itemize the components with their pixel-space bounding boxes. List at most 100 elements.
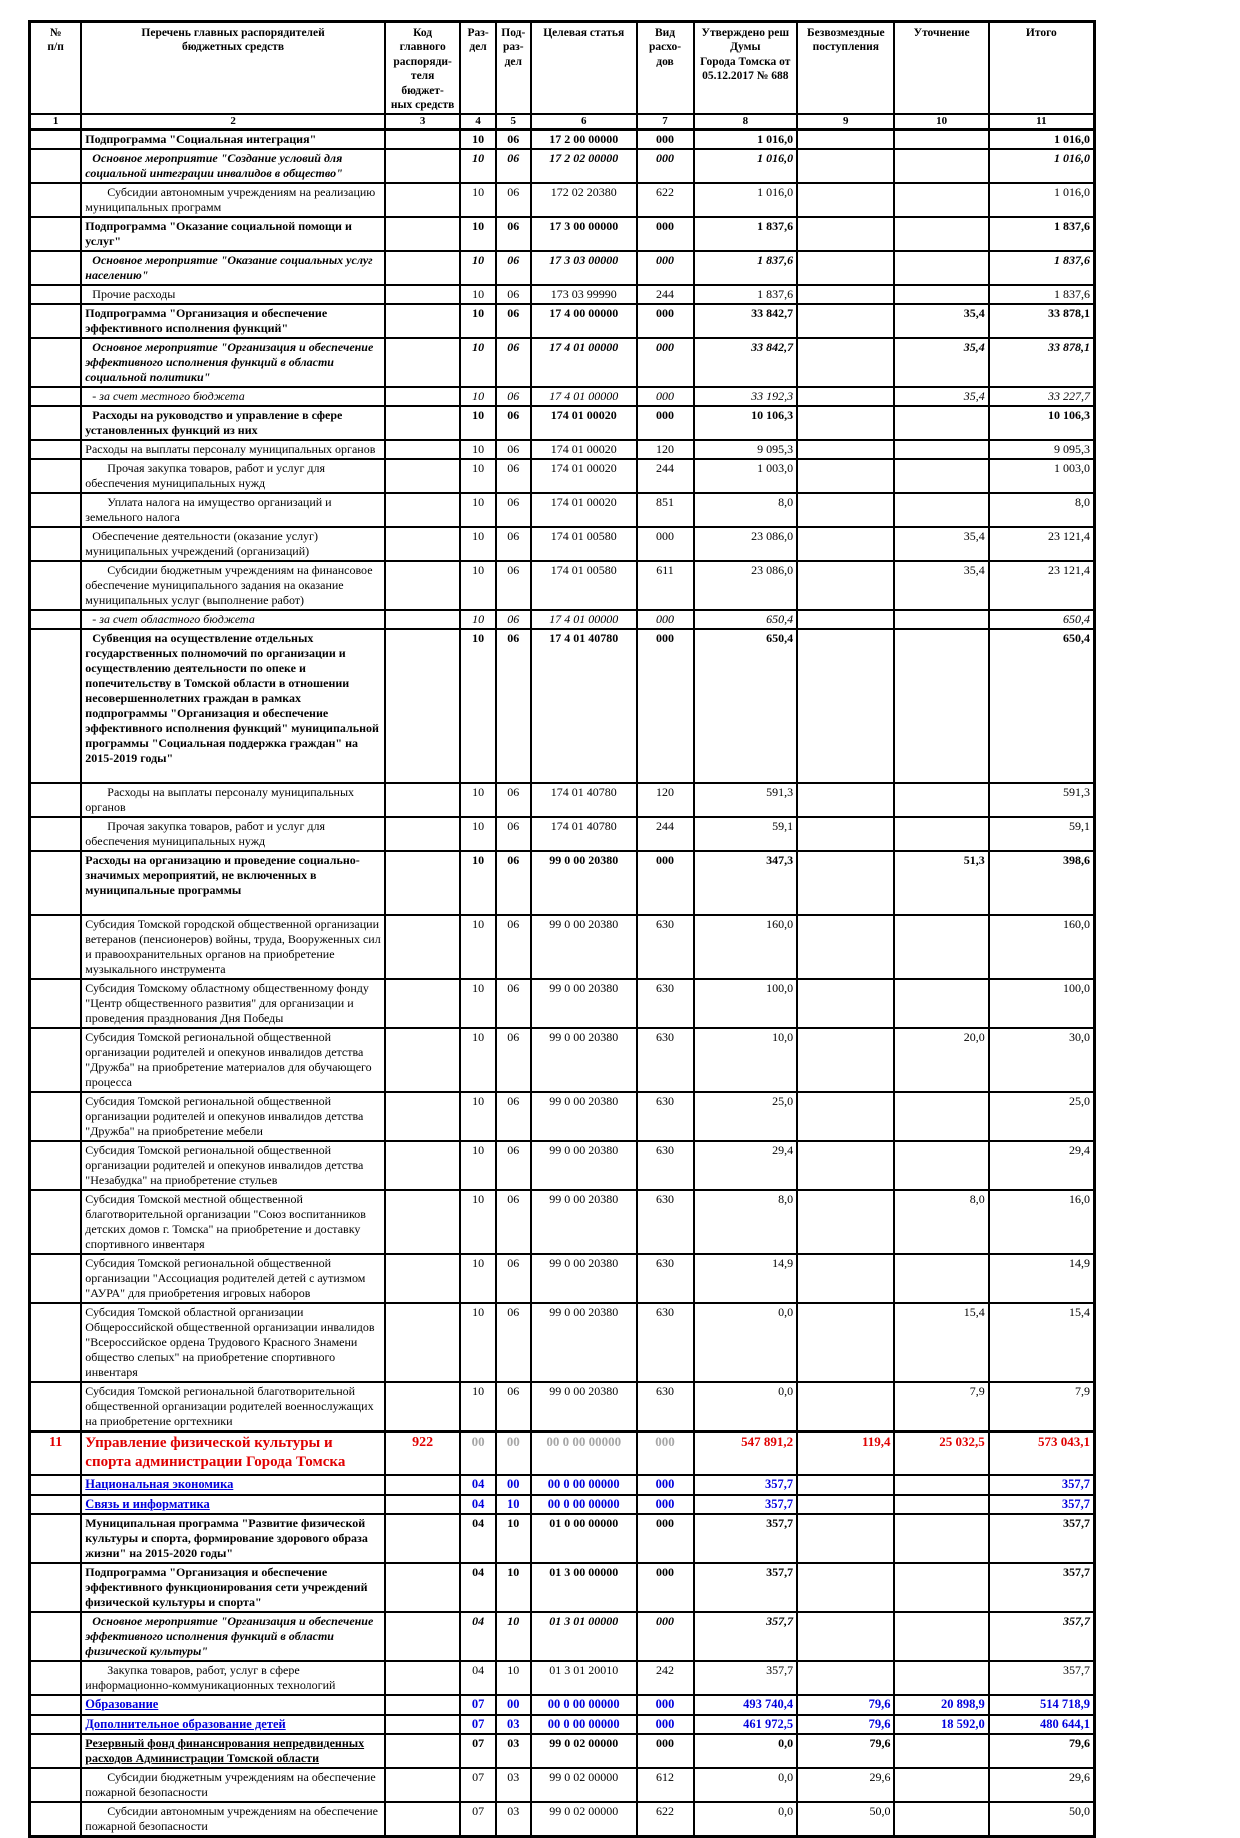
- expense-type-cell: 630: [635, 1026, 695, 1093]
- total-amount-cell: 16,0: [987, 1188, 1096, 1255]
- adjustment-cell: [893, 1611, 990, 1663]
- razdel-cell: 10: [459, 627, 497, 784]
- name-cell: - за счет областного бюджета: [80, 608, 386, 630]
- adjustment-cell: 20 898,9: [893, 1694, 990, 1716]
- adjustment-cell: [893, 1252, 990, 1304]
- target-article-cell: 17 4 00 00000: [529, 302, 638, 339]
- name-cell: Образование: [80, 1694, 386, 1716]
- row-label: Субсидия Томской региональной общественн…: [85, 1255, 366, 1300]
- target-article-cell: 01 3 01 00000: [529, 1611, 638, 1663]
- razdel-cell: 04: [459, 1493, 497, 1516]
- row-label: Подпрограмма "Оказание социальной помощи…: [85, 218, 352, 248]
- expense-type-cell: 000: [635, 627, 695, 784]
- adjustment-cell: [893, 608, 990, 630]
- name-cell: Субсидия Томской областной организации О…: [80, 1301, 386, 1383]
- row-number-cell: [28, 781, 83, 818]
- total-amount-cell: 25,0: [987, 1090, 1096, 1142]
- podrazdel-cell: 06: [494, 849, 532, 916]
- podrazdel-cell: 03: [494, 1801, 532, 1838]
- row-label: Субсидии автономным учреждениям на обесп…: [85, 1804, 378, 1834]
- row-label: - за счет местного бюджета: [92, 388, 245, 403]
- table-row: Субсидия Томской региональной общественн…: [28, 1026, 1096, 1093]
- expense-type-cell: 630: [635, 913, 695, 980]
- total-amount-cell: 50,0: [987, 1801, 1096, 1838]
- column-header-3: Код главного распоряди- теля бюджет- ных…: [383, 20, 462, 116]
- row-label: Основное мероприятие "Организация и обес…: [85, 1614, 374, 1659]
- gratuitous-receipts-cell: [796, 438, 896, 460]
- gratuitous-receipts-cell: [796, 1562, 896, 1614]
- expense-type-cell: 000: [635, 302, 695, 339]
- row-number-cell: [28, 525, 83, 562]
- grbs-code-cell: [383, 1473, 462, 1496]
- razdel-cell: 07: [459, 1713, 497, 1736]
- column-number: 9: [796, 113, 896, 131]
- target-article-cell: 174 01 00580: [529, 525, 638, 562]
- table-row: Резервный фонд финансирования непредвиде…: [28, 1733, 1096, 1770]
- row-label: Субсидия Томской местной общественной бл…: [85, 1191, 366, 1251]
- gratuitous-receipts-cell: [796, 283, 896, 305]
- podrazdel-cell: 06: [494, 1026, 532, 1093]
- gratuitous-receipts-cell: [796, 781, 896, 818]
- row-number-cell: [28, 128, 83, 150]
- total-amount-cell: 1 016,0: [987, 181, 1096, 218]
- podrazdel-cell: 10: [494, 1611, 532, 1663]
- adjustment-cell: [893, 1139, 990, 1191]
- razdel-cell: 10: [459, 1026, 497, 1093]
- name-cell: Связь и информатика: [80, 1493, 386, 1516]
- adjustment-cell: [893, 977, 990, 1029]
- grbs-code-cell: [383, 525, 462, 562]
- row-number-cell: 11: [28, 1429, 83, 1476]
- name-cell: Уплата налога на имущество организаций и…: [80, 491, 386, 528]
- total-amount-cell: 480 644,1: [987, 1713, 1096, 1736]
- podrazdel-cell: 06: [494, 525, 532, 562]
- total-amount-cell: 59,1: [987, 815, 1096, 852]
- row-label: Образование: [85, 1697, 159, 1712]
- adjustment-cell: 18 592,0: [893, 1713, 990, 1736]
- gratuitous-receipts-cell: [796, 457, 896, 494]
- gratuitous-receipts-cell: 50,0: [796, 1801, 896, 1838]
- column-number: 3: [383, 113, 462, 131]
- razdel-cell: 10: [459, 404, 497, 441]
- total-amount-cell: 514 718,9: [987, 1694, 1096, 1716]
- name-cell: Субсидия Томской региональной общественн…: [80, 1252, 386, 1304]
- name-cell: Субсидии автономным учреждениям на обесп…: [80, 1801, 386, 1838]
- gratuitous-receipts-cell: [796, 302, 896, 339]
- grbs-code-cell: [383, 608, 462, 630]
- podrazdel-cell: 06: [494, 1301, 532, 1383]
- approved-amount-cell: 1 003,0: [692, 457, 799, 494]
- gratuitous-receipts-cell: [796, 1513, 896, 1565]
- approved-amount-cell: 33 192,3: [692, 385, 799, 407]
- target-article-cell: 17 4 01 00000: [529, 385, 638, 407]
- gratuitous-receipts-cell: [796, 1473, 896, 1496]
- table-row: Субсидия Томской региональной благотвори…: [28, 1380, 1096, 1433]
- gratuitous-receipts-cell: [796, 1380, 896, 1433]
- approved-amount-cell: 0,0: [692, 1301, 799, 1383]
- podrazdel-cell: 06: [494, 438, 532, 460]
- podrazdel-cell: 06: [494, 1090, 532, 1142]
- gratuitous-receipts-cell: [796, 336, 896, 388]
- target-article-cell: 99 0 00 20380: [529, 1090, 638, 1142]
- row-label: Уплата налога на имущество организаций и…: [85, 494, 332, 524]
- column-header-8: Утверждено реш Думы Города Томска от 05.…: [692, 20, 799, 116]
- podrazdel-cell: 06: [494, 1380, 532, 1433]
- gratuitous-receipts-cell: [796, 385, 896, 407]
- table-row: Основное мероприятие "Организация и обес…: [28, 336, 1096, 388]
- approved-amount-cell: 1 837,6: [692, 215, 799, 252]
- podrazdel-cell: 06: [494, 977, 532, 1029]
- column-header-1: № п/п: [28, 20, 83, 116]
- grbs-code-cell: [383, 1493, 462, 1516]
- row-number-cell: [28, 302, 83, 339]
- gratuitous-receipts-cell: [796, 1301, 896, 1383]
- target-article-cell: 17 2 00 00000: [529, 128, 638, 150]
- name-cell: Подпрограмма "Организация и обеспечение …: [80, 1562, 386, 1614]
- grbs-code-cell: [383, 302, 462, 339]
- approved-amount-cell: 650,4: [692, 627, 799, 784]
- total-amount-cell: 8,0: [987, 491, 1096, 528]
- table-row: Субсидия Томской региональной общественн…: [28, 1090, 1096, 1142]
- podrazdel-cell: 10: [494, 1660, 532, 1697]
- podrazdel-cell: 00: [494, 1473, 532, 1496]
- gratuitous-receipts-cell: [796, 1188, 896, 1255]
- expense-type-cell: 000: [635, 249, 695, 286]
- razdel-cell: 07: [459, 1801, 497, 1838]
